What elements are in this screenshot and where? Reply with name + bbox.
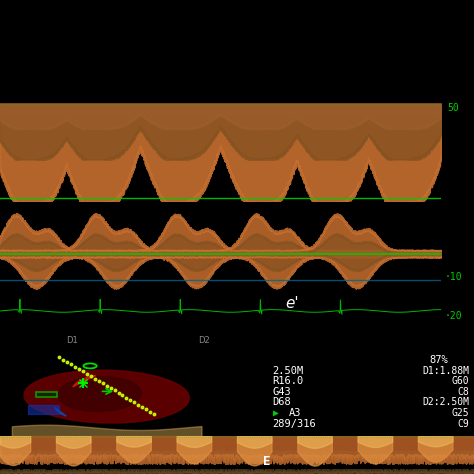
Polygon shape bbox=[28, 405, 59, 414]
Text: ▶: ▶ bbox=[273, 408, 278, 418]
Ellipse shape bbox=[24, 370, 189, 423]
Text: D2: D2 bbox=[199, 336, 210, 345]
Text: D68: D68 bbox=[273, 398, 292, 408]
Bar bbox=[36, 392, 57, 397]
Text: 87%: 87% bbox=[429, 355, 448, 365]
Text: R16.0: R16.0 bbox=[273, 376, 304, 386]
Polygon shape bbox=[73, 375, 96, 387]
Text: 289/316: 289/316 bbox=[273, 419, 316, 428]
Text: 2.50M: 2.50M bbox=[273, 366, 304, 376]
Ellipse shape bbox=[58, 376, 141, 411]
Text: A3: A3 bbox=[289, 408, 301, 418]
Text: D2:2.50M: D2:2.50M bbox=[422, 398, 469, 408]
Text: D1: D1 bbox=[66, 336, 78, 345]
Text: ·10: ·10 bbox=[444, 272, 462, 282]
Text: E: E bbox=[264, 455, 271, 468]
Text: D1:1.88M: D1:1.88M bbox=[422, 366, 469, 376]
Text: C8: C8 bbox=[457, 387, 469, 397]
Text: e': e' bbox=[286, 296, 300, 310]
Text: G43: G43 bbox=[273, 387, 292, 397]
Text: 50: 50 bbox=[447, 103, 459, 113]
Text: C9: C9 bbox=[457, 419, 469, 428]
Polygon shape bbox=[55, 408, 66, 416]
Text: G25: G25 bbox=[452, 408, 469, 418]
Text: ·20: ·20 bbox=[444, 311, 462, 321]
Text: G60: G60 bbox=[452, 376, 469, 386]
